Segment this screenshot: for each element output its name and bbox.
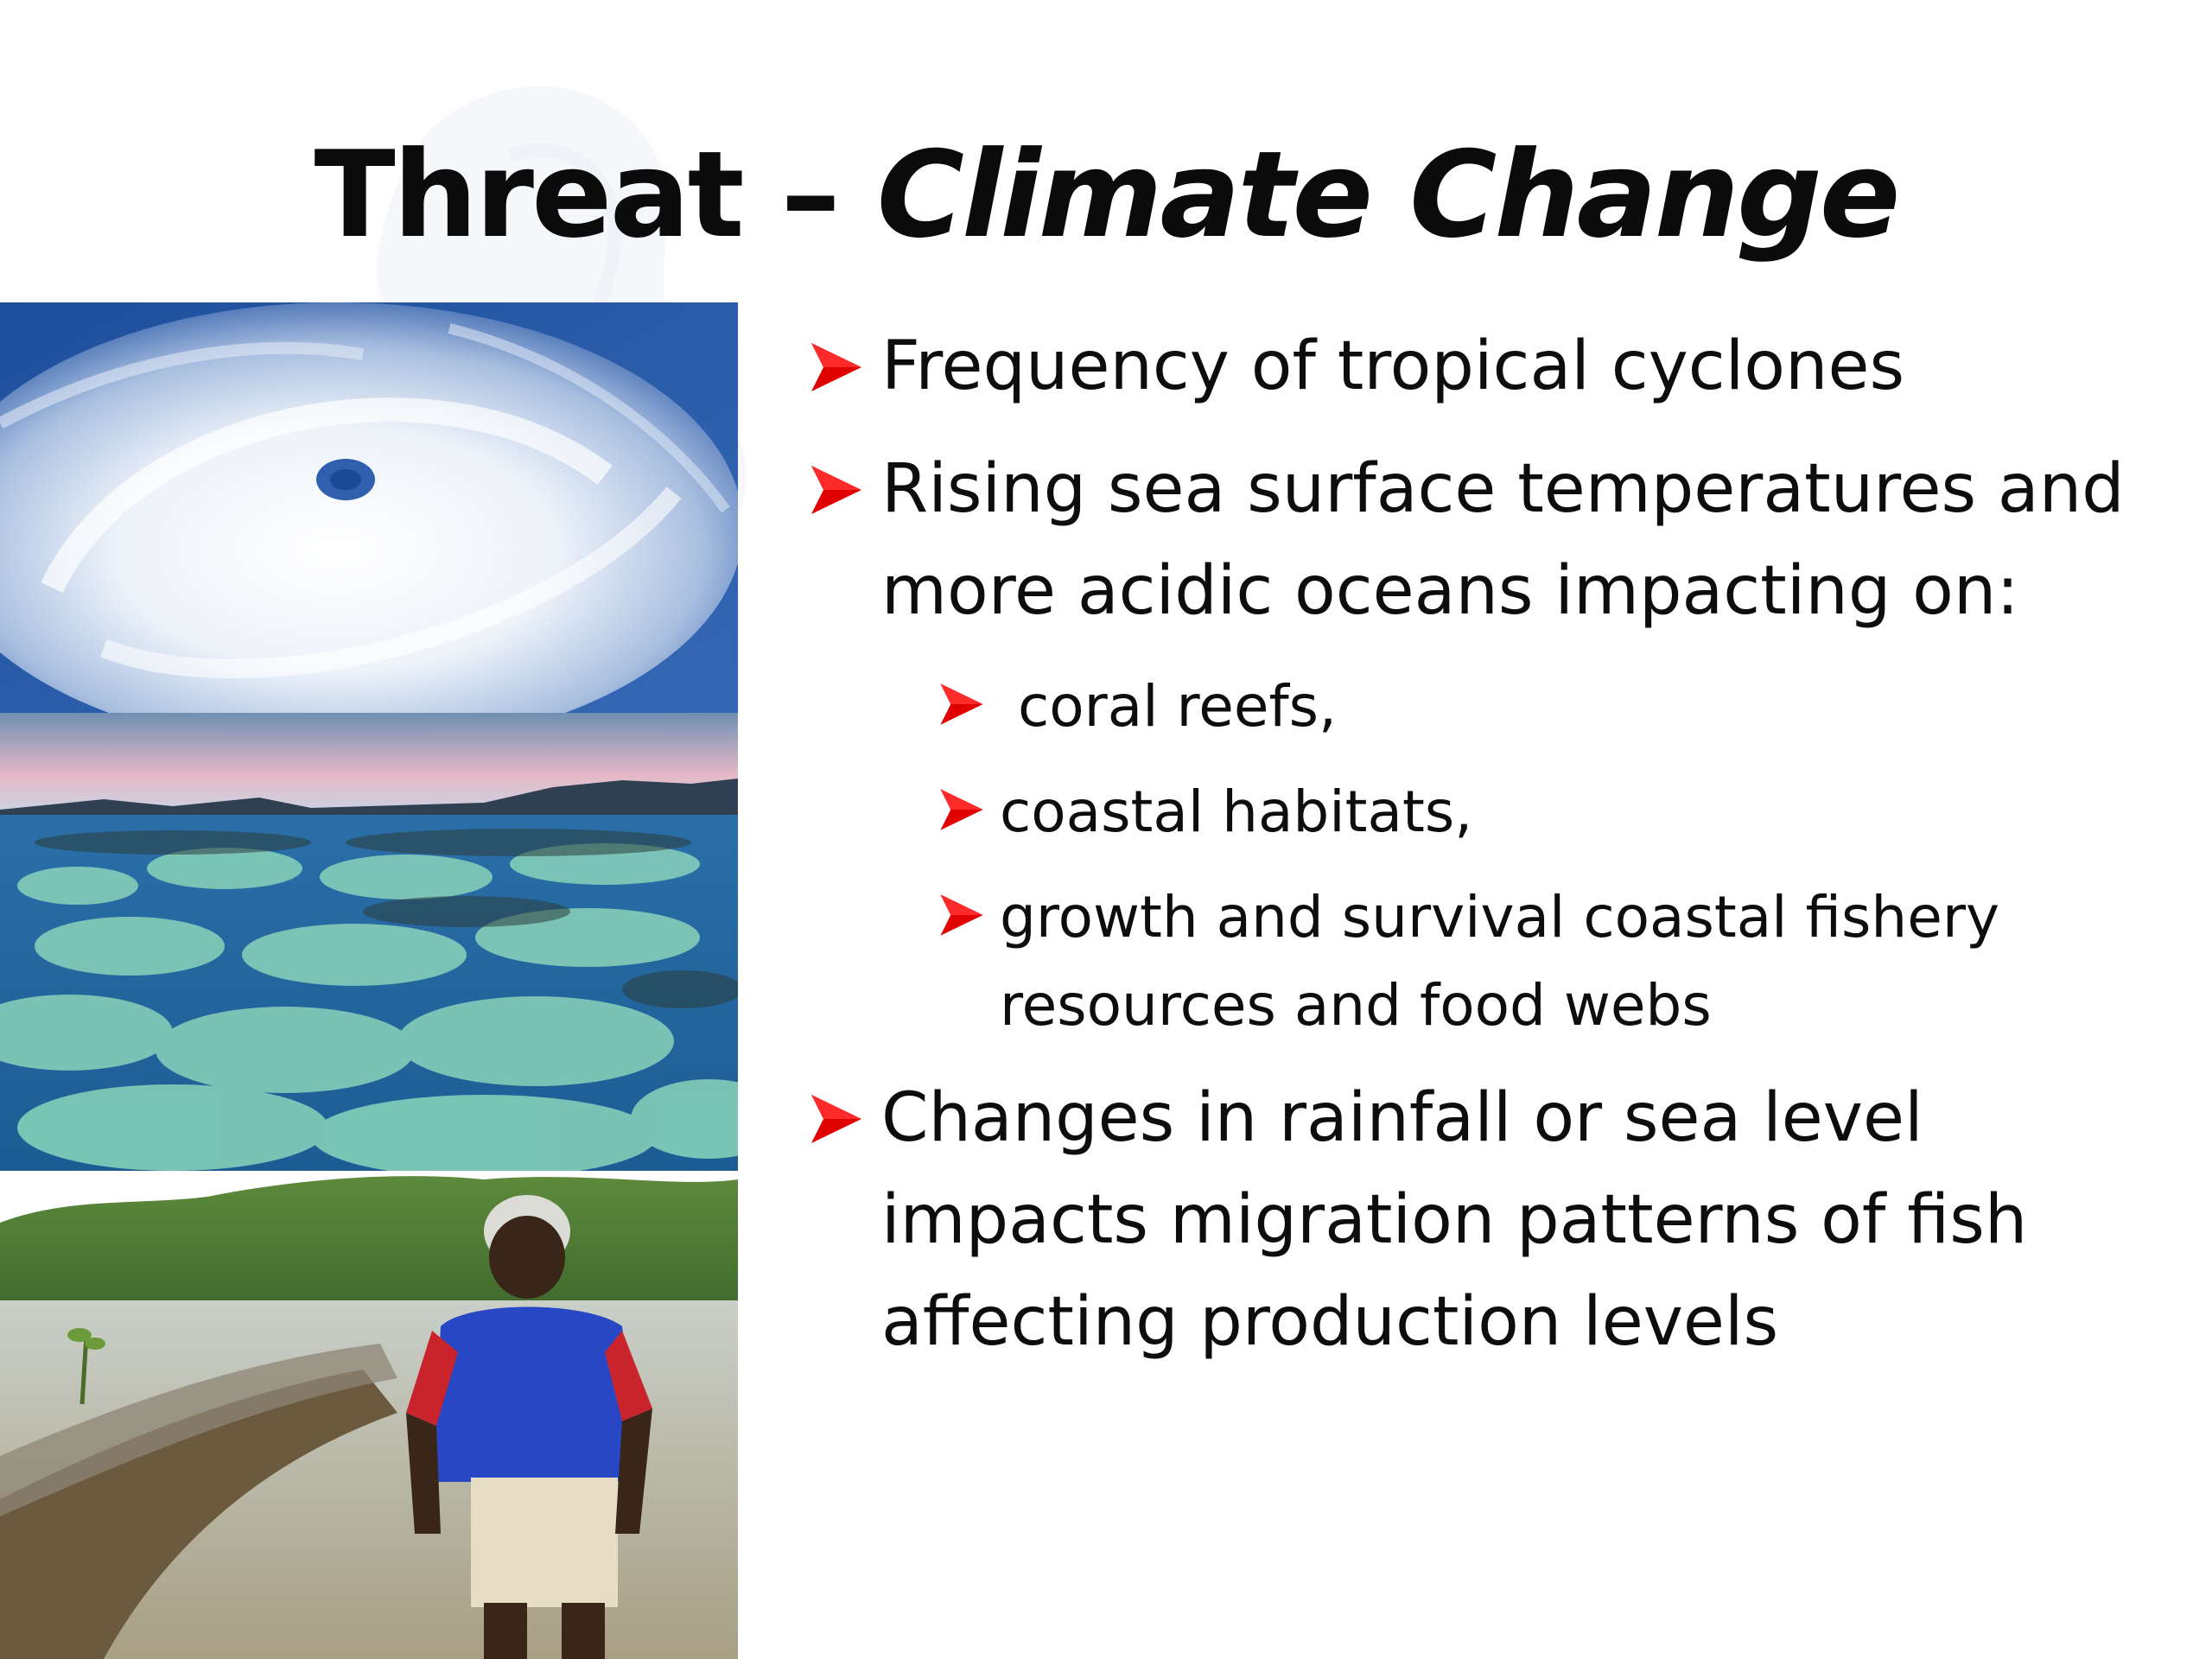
red-arrow-bullet-icon [811, 343, 861, 391]
sub-bullet-item: coral reefs, [938, 663, 2173, 751]
sub-bullet-item: growth and survival coastal fishery reso… [938, 874, 2173, 1050]
red-arrow-bullet-icon [940, 894, 983, 936]
man-at-mangrove-shore-image [0, 1171, 738, 1659]
red-arrow-bullet-icon [940, 683, 983, 725]
sub-bullet-item: coastal habitats, [938, 768, 2173, 856]
bullet-item: Rising sea surface temperatures and more… [808, 438, 2173, 642]
sub-bullet-text: coastal habitats, [1000, 779, 1473, 845]
cyclone-satellite-image [0, 302, 738, 713]
bullet-text: Changes in rainfall or sea level impacts… [881, 1079, 2028, 1361]
sub-bullet-text: growth and survival coastal fishery reso… [1000, 884, 2000, 1039]
bullet-text: Rising sea surface temperatures and more… [881, 450, 2125, 630]
bullet-item: Changes in rainfall or sea level impacts… [808, 1067, 2173, 1373]
red-arrow-bullet-icon [811, 466, 861, 514]
red-arrow-bullet-icon [811, 1095, 861, 1143]
title-italic: Climate Change [876, 125, 1901, 264]
bleached-coral-reef-image [0, 713, 738, 1171]
red-arrow-bullet-icon [940, 789, 983, 830]
sub-bullet-text: coral reefs, [1000, 673, 1338, 740]
title-plain: Threat – [314, 125, 877, 264]
bullet-text: Frequency of tropical cyclones [881, 327, 1905, 405]
bullet-list: Frequency of tropical cyclones Rising se… [808, 315, 2173, 1394]
slide-title: Threat – Climate Change [0, 130, 2212, 261]
sub-bullet-list: coral reefs, coastal habitats, growth an… [938, 663, 2173, 1050]
bullet-item: Frequency of tropical cyclones [808, 315, 2173, 417]
